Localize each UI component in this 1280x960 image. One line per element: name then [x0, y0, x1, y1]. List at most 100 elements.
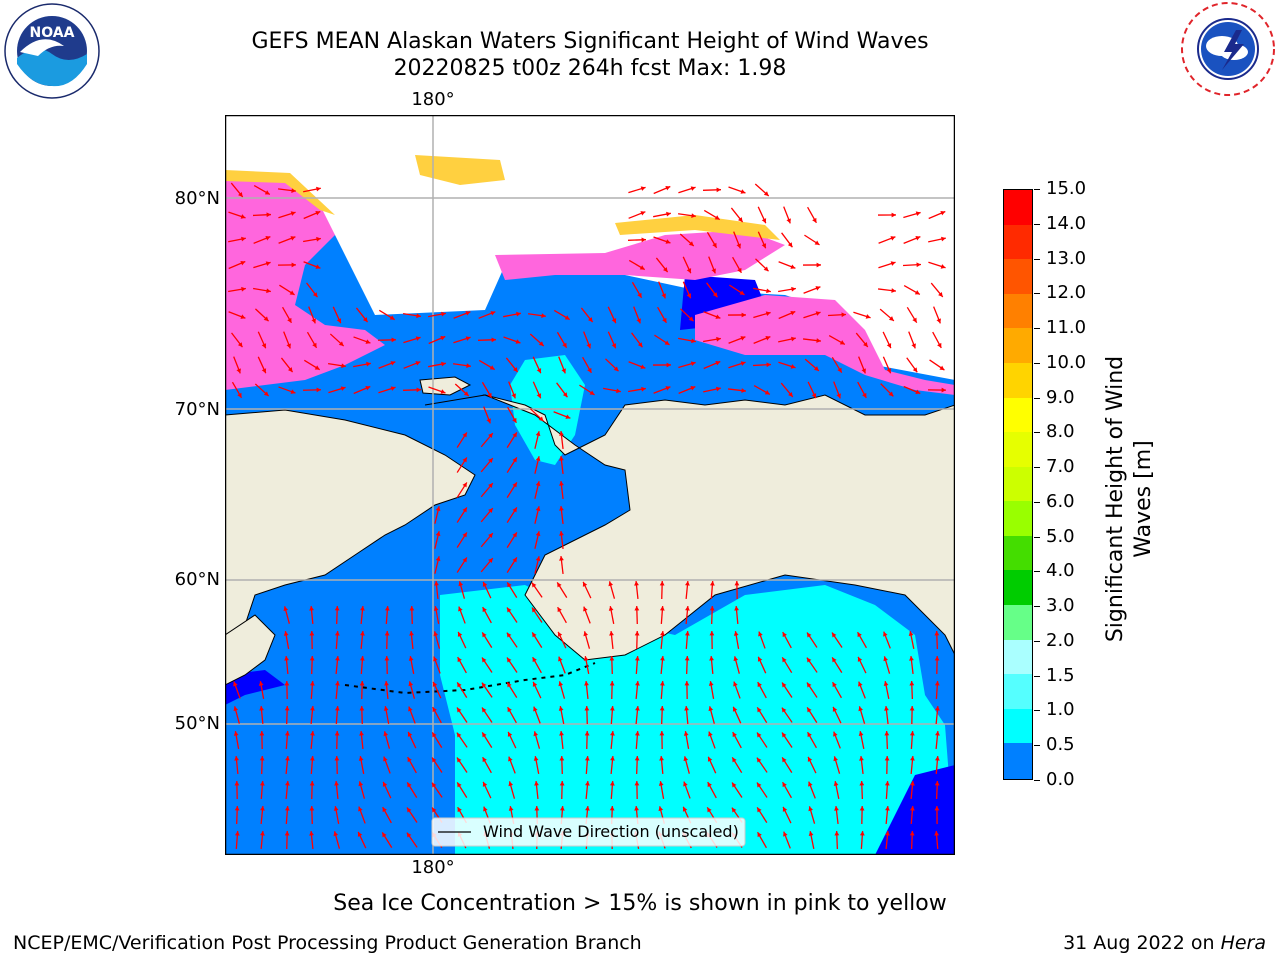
wave-direction-arrowhead	[790, 264, 796, 269]
wave-direction-arrowhead	[831, 632, 837, 638]
wave-direction-arrowhead	[908, 631, 914, 636]
wave-direction-arrowhead	[466, 363, 471, 369]
wave-direction-arrowhead	[857, 632, 862, 638]
wave-direction-arrowhead	[309, 831, 314, 836]
wave-direction-arrowhead	[457, 657, 462, 663]
wave-direction-arrowhead	[834, 806, 839, 811]
wave-direction-arrowhead	[761, 218, 767, 224]
wave-direction-arrowhead	[407, 731, 413, 737]
wave-direction-arrowhead	[512, 532, 517, 538]
wave-direction-arrowhead	[465, 336, 471, 341]
wave-direction-arrowhead	[366, 361, 371, 367]
wave-direction-arrowhead	[634, 756, 640, 761]
wave-direction-arrowhead	[238, 192, 243, 197]
wave-direction-arrowhead	[912, 317, 917, 323]
colorbar-tick-mark	[1034, 258, 1040, 260]
wave-direction-arrowhead	[508, 781, 514, 787]
wave-direction-arrowhead	[389, 315, 395, 320]
wave-direction-arrowhead	[884, 781, 890, 786]
wave-direction-arrowhead	[940, 264, 946, 269]
wave-direction-arrowhead	[791, 286, 796, 292]
wave-direction-arrowhead	[939, 365, 945, 371]
wave-direction-arrowhead	[665, 185, 671, 191]
colorbar-tick-label: 14.0	[1046, 212, 1087, 234]
wave-direction-arrowhead	[557, 631, 563, 637]
wave-direction-arrowhead	[359, 681, 365, 686]
colorbar-label-line2: Waves [m]	[1131, 440, 1156, 558]
wave-direction-arrowhead	[910, 781, 915, 786]
wave-direction-arrowhead	[488, 533, 493, 539]
sea-ice-east	[695, 295, 955, 395]
wave-direction-arrowhead	[611, 318, 617, 324]
wave-direction-arrowhead	[740, 189, 746, 194]
wave-direction-arrowhead	[236, 368, 241, 374]
land-kamchatka	[225, 614, 276, 686]
wave-direction-arrowhead	[234, 806, 240, 811]
wave-direction-arrowhead	[634, 631, 640, 636]
wave-direction-arrowhead	[538, 341, 544, 346]
wave-direction-arrowhead	[890, 261, 896, 266]
wave-direction-arrowhead	[541, 313, 546, 319]
wave-direction-arrowhead	[433, 656, 438, 662]
wave-direction-arrowhead	[559, 556, 564, 561]
wave-direction-arrowhead	[384, 606, 390, 611]
wave-direction-arrowhead	[512, 367, 518, 373]
wave-direction-arrowhead	[635, 681, 640, 686]
wave-direction-arrowhead	[685, 606, 690, 611]
wave-direction-arrowhead	[665, 239, 671, 244]
wave-direction-arrowhead	[641, 237, 646, 243]
wave-direction-arrowhead	[532, 681, 538, 687]
wave-direction-arrowhead	[909, 731, 915, 736]
wave-direction-arrowhead	[684, 706, 689, 711]
wave-direction-arrowhead	[506, 632, 512, 638]
wave-direction-arrowhead	[659, 756, 664, 761]
wave-direction-arrowhead	[291, 188, 296, 193]
wave-direction-arrowhead	[265, 236, 271, 241]
wave-direction-arrowhead	[431, 782, 437, 788]
wave-direction-arrowhead	[737, 217, 743, 223]
wave-direction-arrowhead	[360, 606, 365, 611]
wave-direction-arrowhead	[709, 656, 714, 661]
map-panel: Wind Wave Direction (unscaled)	[225, 115, 955, 855]
wave-direction-arrowhead	[665, 386, 671, 391]
wave-direction-arrowhead	[491, 337, 496, 343]
footer-right: 31 Aug 2022 on Hera	[1063, 932, 1266, 954]
wave-direction-arrowhead	[740, 336, 746, 341]
wave-direction-arrowhead	[416, 313, 421, 319]
wave-direction-arrowhead	[708, 706, 714, 712]
wave-direction-arrowhead	[462, 507, 467, 513]
wave-direction-arrowhead	[240, 214, 246, 219]
wave-direction-arrowhead	[782, 682, 787, 688]
wave-direction-arrowhead	[316, 186, 321, 192]
wave-direction-arrowhead	[338, 341, 344, 347]
wave-direction-arrowhead	[284, 806, 290, 811]
wave-direction-arrowhead	[488, 558, 493, 564]
wave-direction-arrowhead	[532, 632, 537, 638]
wave-direction-arrowhead	[635, 706, 640, 711]
wave-direction-arrowhead	[359, 706, 365, 711]
wave-direction-arrowhead	[888, 391, 894, 397]
wave-direction-arrowhead	[234, 781, 240, 786]
wave-direction-arrowhead	[333, 831, 339, 837]
wave-direction-arrowhead	[836, 393, 841, 399]
wave-direction-arrowhead	[561, 368, 566, 374]
wave-direction-arrowhead	[608, 606, 614, 611]
wave-direction-arrowhead	[482, 581, 488, 587]
colorbar-segment	[1004, 605, 1032, 641]
wave-direction-arrowhead	[237, 392, 242, 398]
wave-direction-arrowhead	[636, 318, 641, 324]
wave-direction-arrowhead	[462, 457, 467, 463]
wave-direction-arrowhead	[859, 781, 865, 786]
arctic-ocean	[225, 185, 955, 415]
colorbar-segment	[1004, 743, 1032, 779]
wave-direction-arrowhead	[415, 336, 421, 341]
wave-direction-arrowhead	[883, 656, 888, 662]
wave-direction-arrowhead	[807, 732, 812, 738]
wave-direction-arrowhead	[284, 706, 290, 711]
wave-direction-arrowhead	[587, 317, 593, 323]
wave-direction-arrowhead	[608, 581, 614, 587]
wave-direction-arrowhead	[839, 340, 845, 345]
wave-direction-arrowhead	[457, 682, 462, 688]
wave-direction-arrowhead	[535, 431, 541, 437]
wave-direction-arrowhead	[732, 782, 737, 788]
